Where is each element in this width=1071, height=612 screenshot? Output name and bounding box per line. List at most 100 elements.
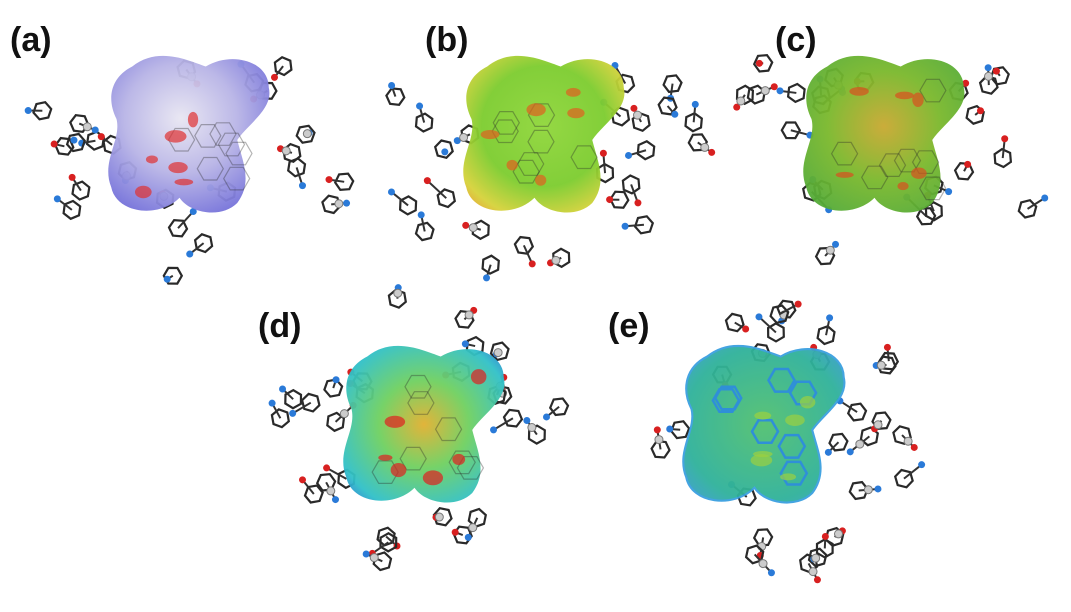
atom (759, 560, 767, 568)
atom (771, 83, 778, 90)
spot (423, 470, 443, 485)
atom (51, 141, 58, 148)
spot (895, 92, 914, 100)
spot (481, 130, 500, 139)
figure: (a) (b) (c) (d) (e) (0, 0, 1071, 612)
atom (742, 325, 749, 332)
atom (826, 246, 834, 254)
panel-label: (a) (10, 21, 52, 59)
spot (175, 179, 194, 186)
spot (391, 463, 407, 477)
atom (655, 436, 663, 444)
atom (756, 60, 763, 67)
atom (424, 177, 431, 184)
atom (460, 133, 468, 141)
atom (768, 569, 775, 576)
spot (849, 87, 868, 96)
atom (327, 487, 335, 495)
atom (622, 223, 629, 230)
atom (654, 426, 661, 433)
ring (195, 234, 212, 252)
atom (911, 444, 918, 451)
ring (324, 380, 342, 397)
atom (884, 344, 891, 351)
atom (54, 195, 61, 202)
spot (507, 160, 518, 171)
atom (776, 87, 783, 94)
spot (754, 412, 771, 420)
spot (911, 168, 927, 179)
atom (529, 260, 536, 267)
atom (755, 313, 762, 320)
atom (874, 485, 881, 492)
atom (701, 143, 709, 151)
spot (753, 451, 773, 457)
atom (822, 533, 829, 540)
atom (671, 111, 678, 118)
atom (98, 133, 105, 140)
atom (343, 200, 350, 207)
atom (977, 107, 984, 114)
atom (394, 289, 402, 297)
atom (418, 211, 425, 218)
atom (630, 105, 637, 112)
panel (733, 55, 1048, 264)
atom (877, 361, 885, 369)
atom (186, 251, 193, 258)
atom (441, 148, 448, 155)
atom (282, 147, 290, 155)
atom (69, 174, 76, 181)
atom (523, 417, 530, 424)
atom (825, 449, 832, 456)
atom (435, 513, 443, 521)
ring (483, 256, 499, 274)
spot (800, 396, 815, 408)
surface (683, 346, 844, 503)
ring (64, 201, 81, 219)
atom (692, 101, 699, 108)
atom (490, 426, 497, 433)
atom (25, 107, 32, 114)
atom (452, 529, 459, 536)
atom (826, 314, 833, 321)
atom (634, 199, 641, 206)
spot (135, 186, 152, 199)
atom (993, 68, 1000, 75)
panel (269, 284, 568, 570)
atom (1001, 135, 1008, 142)
atom (809, 568, 817, 576)
spot (168, 162, 187, 173)
ring (504, 410, 522, 427)
atom (543, 413, 550, 420)
ring (623, 176, 639, 194)
atom (388, 82, 395, 89)
panel (25, 56, 354, 284)
atom (552, 256, 560, 264)
panel-label: (e) (608, 307, 650, 345)
atom (164, 276, 171, 283)
atom (299, 182, 306, 189)
atom (483, 274, 490, 281)
atom (462, 222, 469, 229)
atom (469, 524, 477, 532)
atom (388, 188, 395, 195)
atom (289, 410, 296, 417)
spot (897, 182, 908, 190)
atom (625, 152, 632, 159)
atom (708, 149, 715, 156)
atom (606, 196, 613, 203)
atom (918, 461, 925, 468)
atom (370, 554, 378, 562)
atom (795, 301, 802, 308)
atom (363, 551, 370, 558)
spot (535, 175, 546, 186)
atom (856, 440, 864, 448)
atom (92, 126, 99, 133)
atom (83, 123, 91, 131)
panel-label: (b) (425, 21, 468, 59)
atom (465, 311, 473, 319)
atom (269, 400, 276, 407)
atom (465, 534, 472, 541)
spot (912, 93, 923, 107)
ring (416, 223, 434, 240)
